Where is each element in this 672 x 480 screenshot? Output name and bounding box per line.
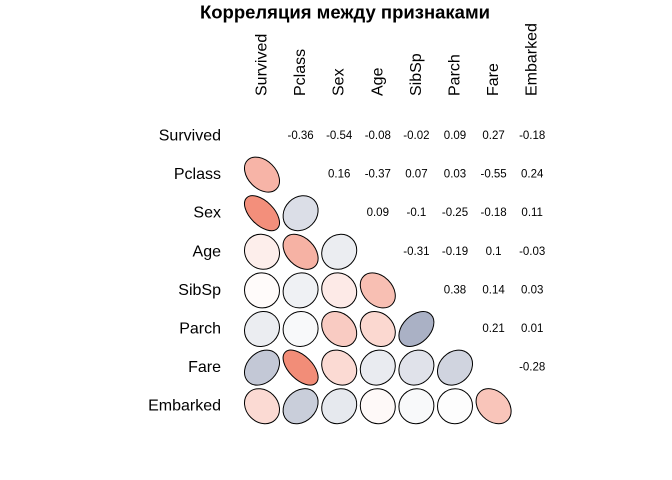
column-label-survived: Survived (254, 34, 271, 96)
corr-value-sibsp-embarked: 0.03 (521, 284, 543, 296)
corr-ellipse-embarked-sibsp (398, 388, 435, 425)
corr-ellipse-fare-age (359, 349, 396, 386)
column-label-pclass: Pclass (292, 49, 309, 96)
row-label-fare: Fare (188, 359, 221, 376)
corr-ellipse-pclass-survived (243, 156, 281, 193)
corr-ellipse-fare-survived (244, 349, 280, 386)
column-label-sibsp: SibSp (408, 53, 425, 96)
row-label-age: Age (193, 243, 222, 260)
row-labels: Survived Pclass Sex Age SibSp Parch Fare Embark… (148, 128, 221, 415)
corr-ellipse-sex-survived (243, 195, 281, 232)
corr-value-survived-parch: 0.09 (444, 130, 466, 142)
corr-value-survived-fare: 0.27 (482, 130, 504, 142)
column-label-parch: Parch (447, 54, 464, 96)
column-labels: Survived Pclass Sex Age SibSp Parch Fare Embark… (254, 23, 541, 96)
corr-value-age-embarked: -0.03 (519, 246, 545, 258)
corr-ellipse-sibsp-pclass (282, 272, 319, 309)
corr-ellipse-age-pclass (282, 233, 319, 270)
corr-value-survived-sex: -0.54 (326, 130, 353, 142)
corr-value-age-fare: 0.1 (486, 246, 502, 258)
corr-ellipse-embarked-sex (321, 388, 358, 425)
corr-ellipse-sibsp-survived (244, 272, 280, 309)
corr-ellipse-sex-pclass (282, 195, 319, 232)
row-label-embarked: Embarked (148, 398, 221, 415)
corr-value-sex-parch: -0.25 (442, 207, 468, 219)
corr-ellipse-fare-parch (437, 349, 473, 386)
row-label-pclass: Pclass (174, 166, 221, 183)
corr-value-sex-fare: -0.18 (480, 207, 506, 219)
corr-value-fare-embarked: -0.28 (519, 362, 545, 374)
corr-ellipse-embarked-survived (243, 388, 281, 425)
corr-ellipse-parch-survived (244, 311, 280, 347)
column-label-fare: Fare (485, 63, 502, 96)
corr-ellipse-sibsp-sex (321, 272, 358, 309)
corr-ellipse-age-sex (321, 233, 358, 270)
corr-value-pclass-sex: 0.16 (328, 169, 350, 181)
corr-ellipse-fare-pclass (282, 349, 319, 386)
corr-ellipse-embarked-fare (475, 388, 512, 425)
corr-ellipse-age-survived (243, 233, 281, 270)
corr-value-survived-sibsp: -0.02 (403, 130, 429, 142)
correlation-cells: -0.36 -0.54 -0.08 -0.02 0.09 0.27 -0.18 0.16 -0.… (243, 130, 545, 425)
corr-value-sibsp-fare: 0.14 (482, 284, 505, 296)
corr-value-age-parch: -0.19 (442, 246, 468, 258)
corr-value-parch-embarked: 0.01 (521, 323, 543, 335)
corr-ellipse-parch-pclass (282, 310, 319, 348)
row-label-parch: Parch (179, 321, 221, 338)
row-label-survived: Survived (159, 128, 221, 145)
corr-value-pclass-fare: -0.55 (480, 169, 506, 181)
corr-ellipse-embarked-parch (436, 388, 474, 425)
corr-value-survived-age: -0.08 (365, 130, 391, 142)
corr-value-sex-sibsp: -0.1 (406, 207, 426, 219)
corr-value-pclass-embarked: 0.24 (521, 169, 544, 181)
corr-value-pclass-sibsp: 0.07 (405, 169, 427, 181)
column-label-embarked: Embarked (524, 23, 541, 96)
corr-value-pclass-age: -0.37 (365, 169, 391, 181)
corr-ellipse-parch-sibsp (398, 310, 435, 348)
corr-value-pclass-parch: 0.03 (444, 169, 466, 181)
corr-value-sex-embarked: 0.11 (521, 207, 543, 219)
chart-title: Корреляция между признаками (200, 2, 490, 23)
corr-value-sex-age: 0.09 (367, 207, 389, 219)
corr-ellipse-sibsp-age (359, 272, 396, 309)
column-label-sex: Sex (331, 68, 348, 96)
corr-value-survived-embarked: -0.18 (519, 130, 545, 142)
row-label-sex: Sex (193, 205, 221, 222)
corr-ellipse-parch-sex (321, 310, 358, 348)
corr-value-age-sibsp: -0.31 (403, 246, 429, 258)
corr-ellipse-fare-sex (321, 349, 358, 386)
corr-value-sibsp-parch: 0.38 (444, 284, 466, 296)
corr-ellipse-embarked-pclass (282, 388, 319, 425)
corr-ellipse-parch-age (359, 311, 396, 347)
row-label-sibsp: SibSp (178, 282, 221, 299)
corr-value-parch-fare: 0.21 (482, 323, 504, 335)
corr-ellipse-fare-sibsp (398, 349, 435, 386)
corr-ellipse-embarked-age (359, 388, 396, 425)
corr-value-survived-pclass: -0.36 (287, 130, 313, 142)
column-label-age: Age (369, 67, 386, 96)
